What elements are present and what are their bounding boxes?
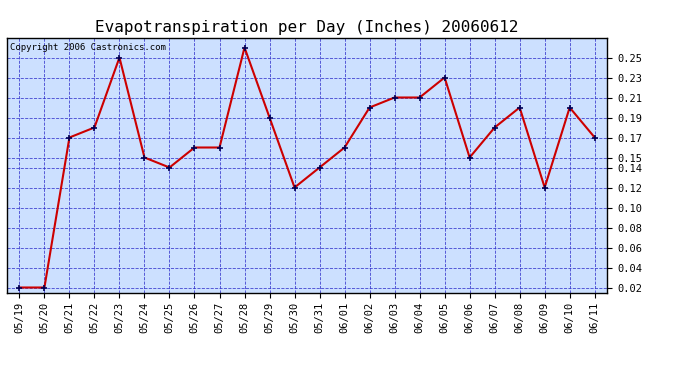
Title: Evapotranspiration per Day (Inches) 20060612: Evapotranspiration per Day (Inches) 2006…: [95, 20, 519, 35]
Text: Copyright 2006 Castronics.com: Copyright 2006 Castronics.com: [10, 43, 166, 52]
